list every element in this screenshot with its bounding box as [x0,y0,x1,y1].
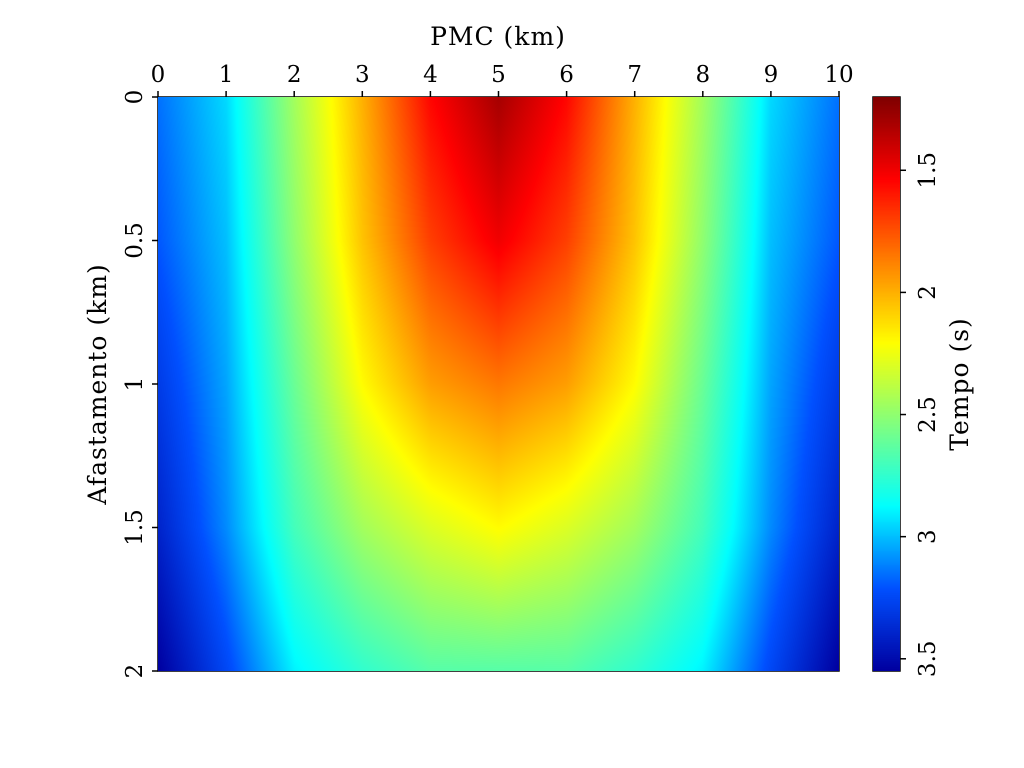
y-tick-label: 1 [122,377,148,392]
y-tick-label: 0 [122,90,148,105]
heatmap-image [158,97,839,671]
y-tick-label: 1.5 [122,509,148,546]
y-tick-label: 2 [122,664,148,679]
x-tick-label: 6 [559,62,574,88]
x-tick-label: 10 [824,62,853,88]
colorbar-tick-label: 2 [915,285,941,300]
colorbar-ticks: 1.5 2 2.5 3 3.5 [900,152,941,677]
x-axis-ticks: 0 1 2 3 4 5 6 7 8 9 10 [151,62,854,97]
x-tick-label: 0 [151,62,166,88]
x-tick-label: 8 [695,62,710,88]
y-axis-title: Afastamento (km) [83,263,112,506]
y-axis-ticks: 0 0.5 1 1.5 2 [122,90,158,679]
x-tick-label: 1 [219,62,234,88]
x-tick-label: 4 [423,62,438,88]
y-tick-label: 0.5 [122,222,148,259]
x-tick-label: 5 [491,62,506,88]
x-tick-label: 9 [764,62,779,88]
colorbar-tick-label: 1.5 [915,152,941,189]
x-axis-title: PMC (km) [430,22,566,51]
colorbar-tick-label: 2.5 [915,396,941,433]
x-tick-label: 2 [287,62,302,88]
x-tick-label: 3 [355,62,370,88]
colorbar-image [873,97,900,671]
colorbar-tick-label: 3 [915,529,941,544]
colorbar-tick-label: 3.5 [915,640,941,677]
colorbar-title: Tempo (s) [945,317,974,451]
x-tick-label: 7 [627,62,642,88]
